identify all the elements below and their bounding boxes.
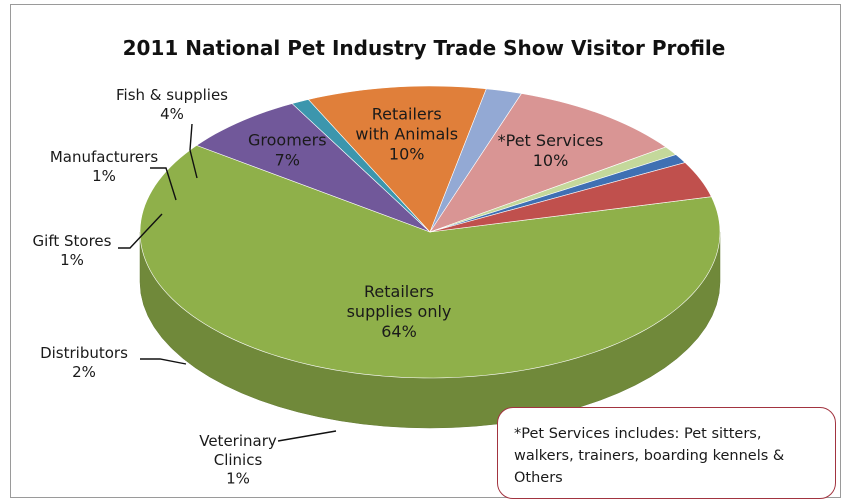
- slice-label-6: Gift Stores 1%: [33, 232, 112, 269]
- slice-3: [307, 85, 487, 233]
- slice-4: [429, 88, 523, 233]
- pie-slices: [139, 85, 721, 379]
- slice-0: [139, 145, 721, 379]
- leader-line-6: [118, 213, 163, 249]
- slice-5: [429, 93, 667, 233]
- leader-line-7: [150, 167, 177, 201]
- leader-lines: [118, 123, 337, 442]
- slice-7: [429, 154, 686, 233]
- slice-label-5: *Pet Services 10%: [498, 131, 604, 170]
- slice-label-0: Retailers supplies only 64%: [347, 282, 452, 341]
- chart-title: 2011 National Pet Industry Trade Show Vi…: [122, 36, 726, 60]
- slice-label-1: Groomers 7%: [248, 130, 327, 169]
- slice-label-2: Veterinary Clinics 1%: [199, 432, 277, 488]
- slice-8: [429, 162, 712, 233]
- slice-label-8: Fish & supplies 4%: [116, 86, 228, 123]
- slice-labels: Retailers supplies only 64% Groomers 7% Retai…: [33, 86, 604, 488]
- slice-1: [195, 103, 431, 233]
- slice-label-7: Manufacturers 1%: [50, 148, 158, 185]
- slice-label-3: Retailers with Animals 10%: [355, 105, 458, 164]
- slice-6: [429, 146, 677, 233]
- leader-line-2: [277, 430, 337, 442]
- slice-2: [291, 99, 431, 233]
- leader-line-4: [140, 358, 187, 365]
- footnote-box: *Pet Services includes: Pet sitters, wal…: [497, 407, 836, 499]
- leader-line-8: [189, 123, 198, 179]
- slice-label-4: Distributors 2%: [40, 344, 128, 381]
